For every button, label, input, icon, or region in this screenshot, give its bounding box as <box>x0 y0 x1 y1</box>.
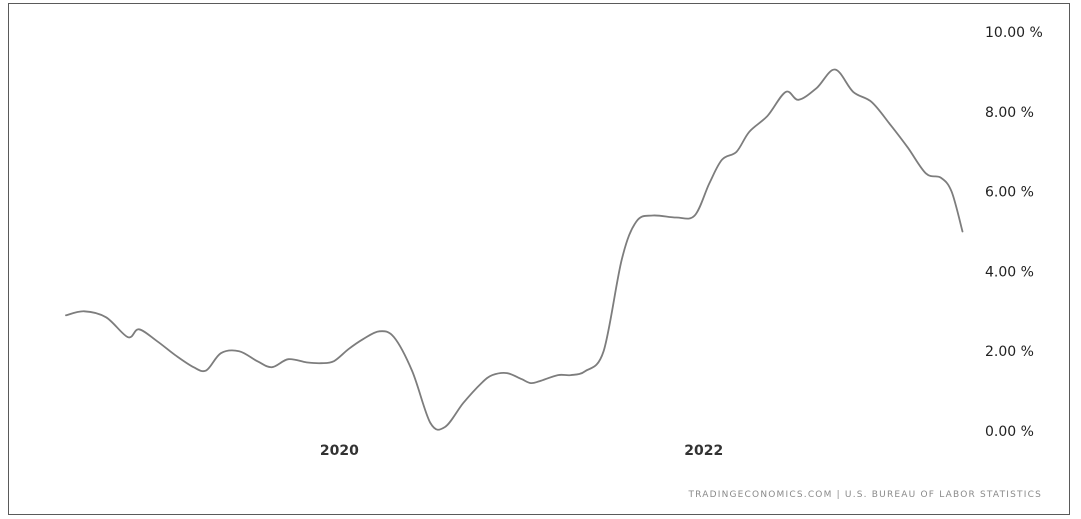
y-tick-label: 2.00 % <box>985 344 1034 360</box>
y-tick-label: 0.00 % <box>985 424 1034 440</box>
y-tick-label: 4.00 % <box>985 264 1034 280</box>
y-tick-label: 6.00 % <box>985 185 1034 201</box>
x-axis-tick-labels: 2020 2022 <box>320 443 723 459</box>
y-tick-label: 10.00 % <box>985 25 1043 41</box>
x-tick-label: 2022 <box>684 443 723 459</box>
x-tick-label: 2020 <box>320 443 359 459</box>
source-attribution: TRADINGECONOMICS.COM | U.S. BUREAU OF LA… <box>687 490 1042 500</box>
inflation-rate-line <box>65 68 964 431</box>
y-tick-label: 8.00 % <box>985 105 1034 121</box>
plot-area <box>65 68 964 431</box>
y-axis-tick-labels: 10.00 % 8.00 % 6.00 % 4.00 % 2.00 % 0.00 % <box>985 25 1043 440</box>
chart-frame <box>8 3 1070 515</box>
